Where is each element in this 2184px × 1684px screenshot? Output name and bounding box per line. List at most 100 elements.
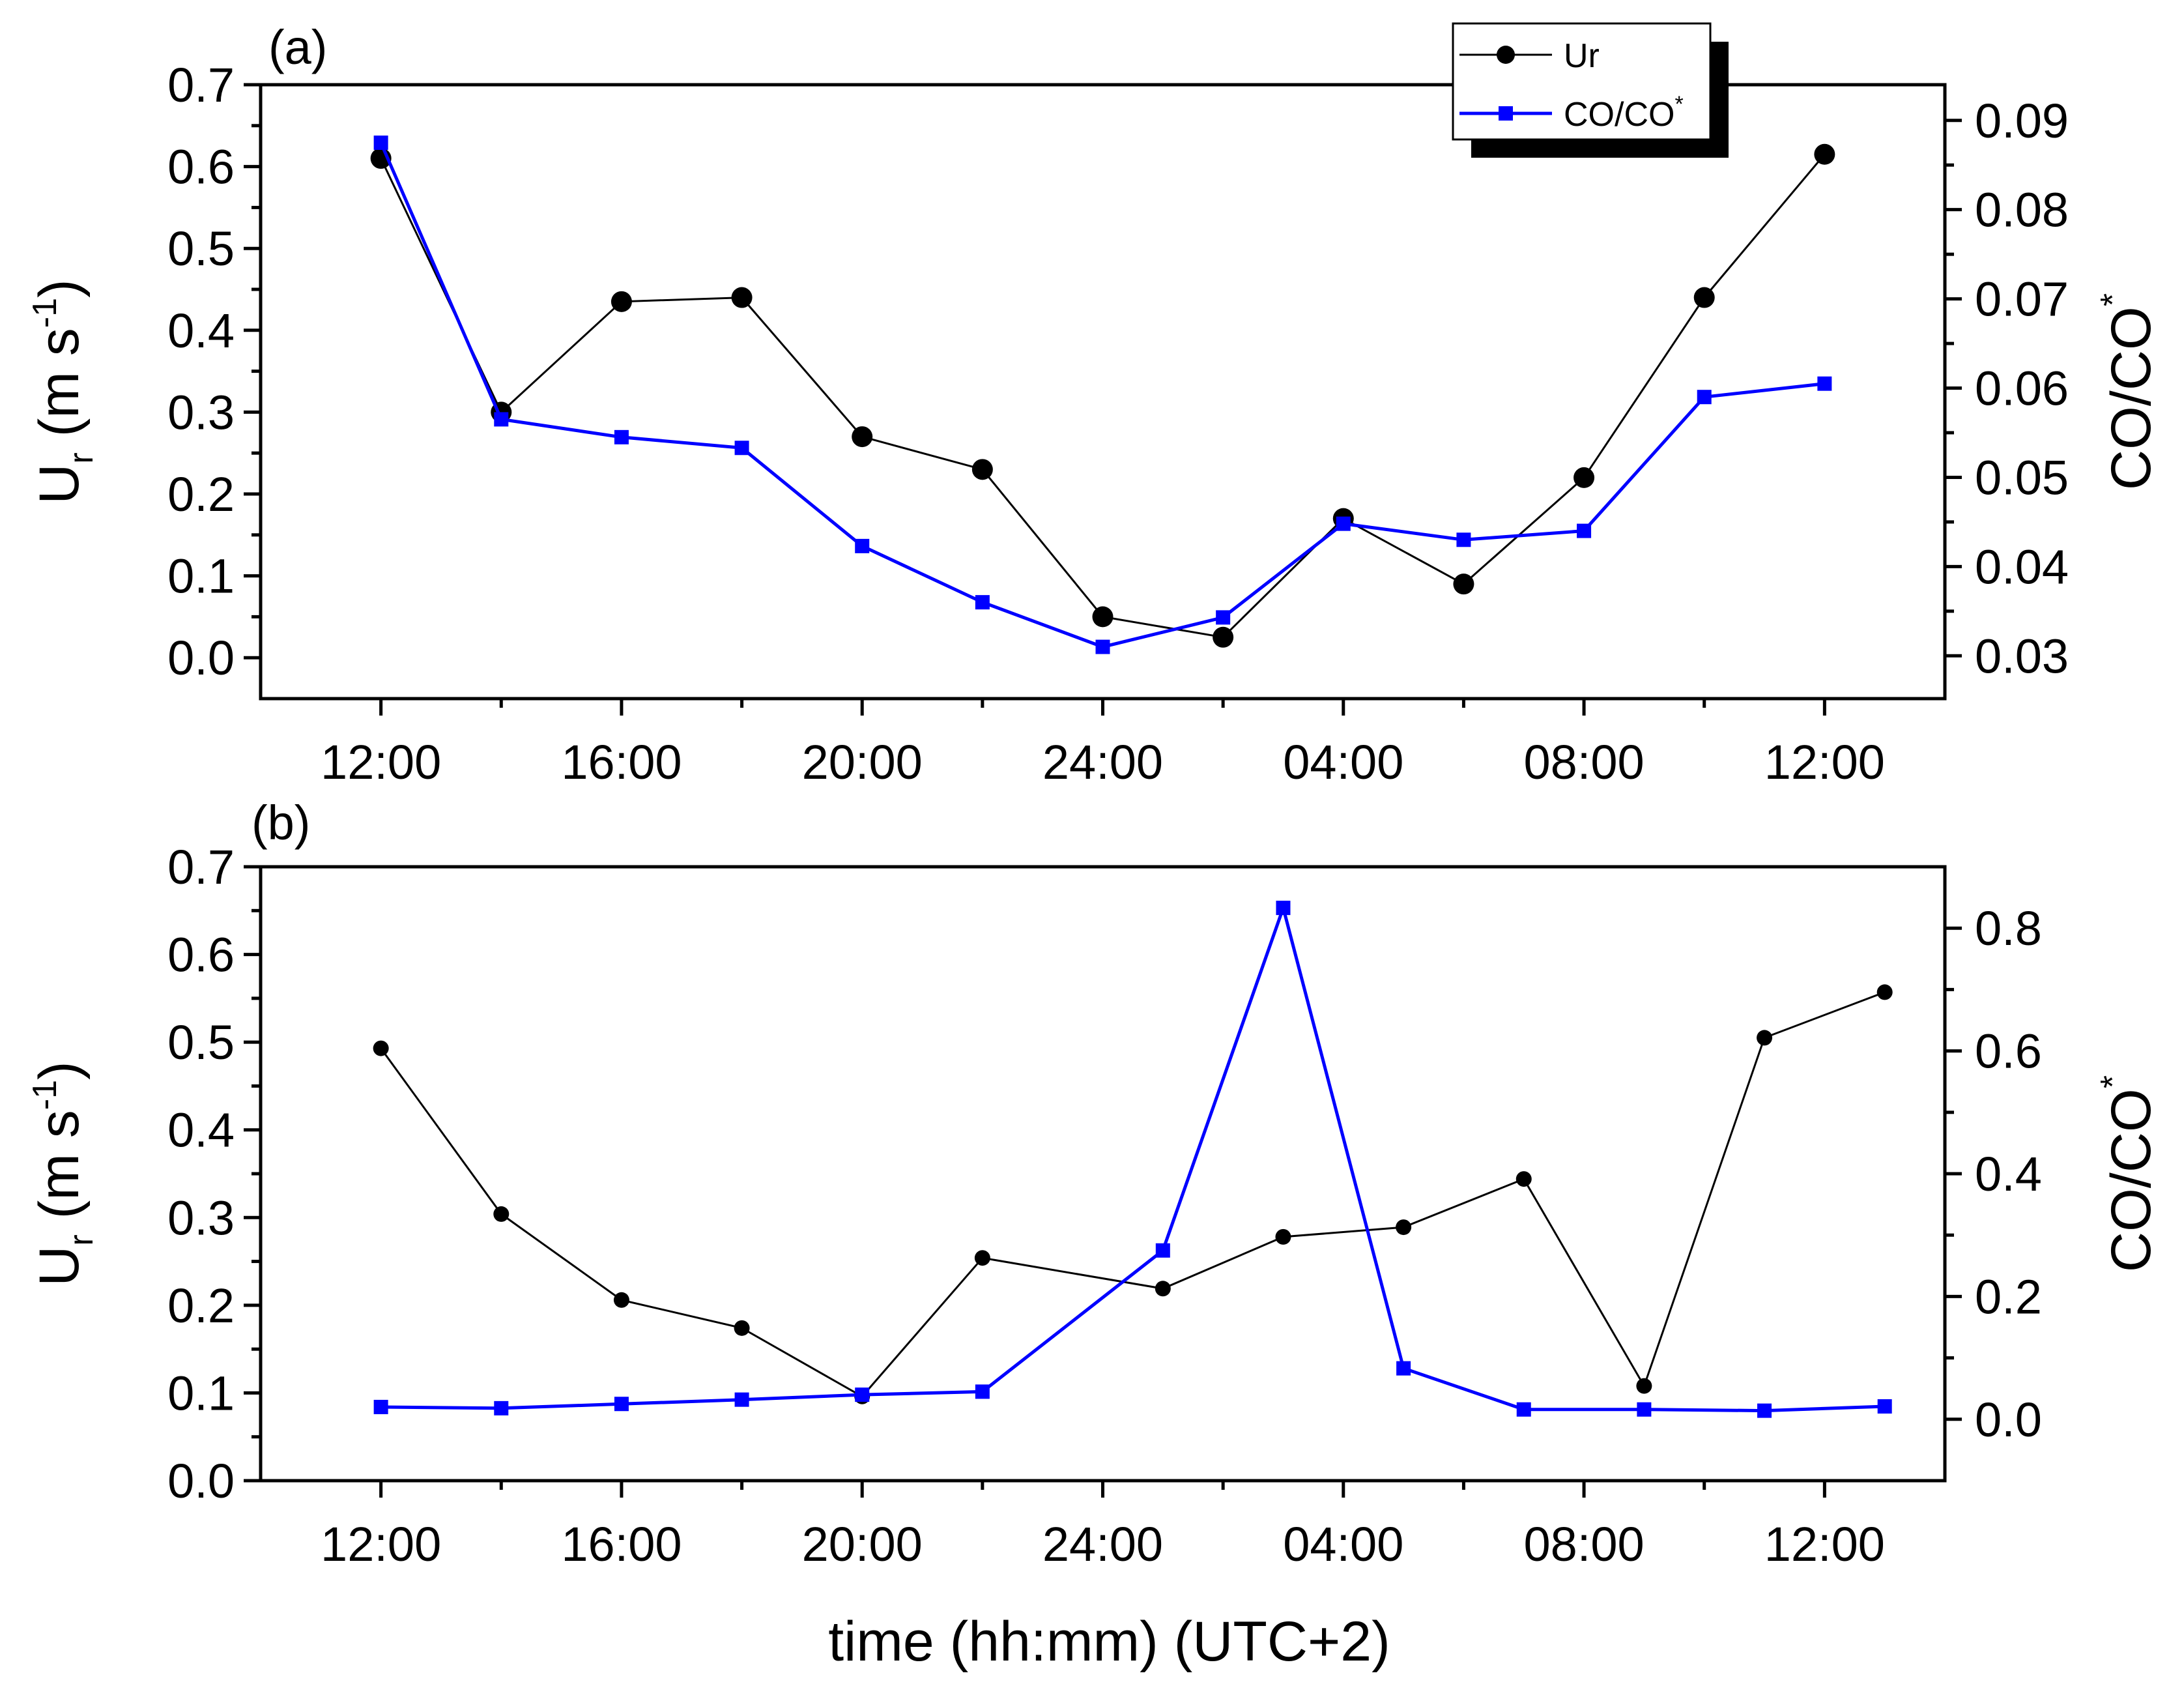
panel-a-x-tick-label: 08:00 [1523,735,1644,789]
panel-b-ur-point [1396,1219,1412,1236]
panel-a-right-axis-title: CO/CO* [2094,293,2162,490]
panel-b-ur-point [493,1206,510,1222]
panel-b-right-tick-label: 0.6 [1975,1024,2042,1079]
panel-a-ur-point [731,287,753,308]
panel-b-co-ratio-point [1637,1402,1652,1417]
panel-b-co-ratio-point [1516,1402,1531,1417]
panel-b-x-tick-label: 04:00 [1283,1517,1403,1571]
legend-marker-square [1499,106,1513,121]
panel-a-x-tick-label: 20:00 [802,735,923,789]
panel-b-co-ratio-point [494,1401,509,1415]
legend-label: CO/CO* [1564,92,1684,134]
panel-b-x-tick-label: 12:00 [321,1517,441,1571]
panel-b-co-ratio-point [373,1399,388,1414]
panel-a-series-line-ur [380,153,1826,639]
legend: Ur CO/CO* [1452,22,1729,158]
legend-box [1452,22,1712,141]
panel-a-x-tick-label: 04:00 [1283,735,1403,789]
panel-a-ur-point [1814,143,1835,165]
panel-b-co-ratio-point [1757,1403,1772,1418]
panel-a-co-ratio-point [1817,376,1832,391]
panel-a-x-tick-label: 24:00 [1042,735,1163,789]
panel-b-co-ratio-point [734,1392,749,1407]
panel-b-left-tick-label: 0.1 [167,1366,235,1420]
panel-a-ur-point [1573,467,1595,488]
panel-a: 12:00 16:00 20:00 24:00 04:00 08:00 12:00 0.0 0.… [26,20,2162,789]
legend-marker-circle [1497,46,1515,64]
panel-a-right-tick-label: 0.09 [1975,94,2069,148]
panel-b-left-axis-title: Ur (m s-1) [26,1061,100,1286]
panel-b-ur-point [974,1250,990,1266]
panel-a-right-tick-label: 0.05 [1975,450,2069,504]
panel-a-ur-point [1453,573,1474,595]
panel-a-left-tick-label: 0.3 [167,385,235,439]
panel-b-co-ratio-point [1155,1243,1170,1258]
panel-a-left-tick-label: 0.1 [167,549,235,603]
panel-b-right-axis-title: CO/CO* [2094,1075,2162,1272]
panel-a-co-ratio-point [1456,532,1471,547]
panel-a-left-tick-label: 0.4 [167,304,235,358]
panel-b-co-ratio-point [1877,1399,1892,1414]
panel-b-right-tick-label: 0.8 [1975,901,2042,955]
panel-b-left-tick-label: 0.0 [167,1454,235,1508]
x-axis-title: time (hh:mm) (UTC+2) [828,1610,1390,1673]
panel-b-x-tick-label: 20:00 [802,1517,923,1571]
panel-b-ur-point [734,1320,750,1336]
panel-b-ur-point [373,1040,389,1056]
panel-b-co-ratio-point [1276,901,1291,916]
panel-a-ur-point [1693,287,1715,308]
panel-b: 12:00 16:00 20:00 24:00 04:00 08:00 12:00 0.0 0.… [26,796,2162,1673]
panel-a-co-ratio-point [1095,639,1110,654]
panel-a-right-tick-label: 0.08 [1975,183,2069,237]
panel-a-left-axis-title: Ur (m s-1) [26,279,100,504]
panel-b-label: (b) [251,796,310,850]
panel-b-x-tick-label: 12:00 [1764,1517,1885,1571]
panel-a-co-ratio-point [975,595,990,610]
panel-a-co-ratio-point [855,538,870,553]
panel-a-right-tick-label: 0.03 [1975,629,2069,683]
panel-b-left-tick-label: 0.4 [167,1103,235,1157]
panel-b-ur-point [1516,1171,1532,1187]
panel-b-right-tick-label: 0.4 [1975,1147,2042,1201]
panel-a-label: (a) [268,20,327,74]
panel-b-left-tick-label: 0.5 [167,1015,235,1069]
panel-a-left-tick-label: 0.0 [167,631,235,685]
legend-label: Ur [1564,37,1600,75]
panel-a-co-ratio-point [1577,523,1592,538]
panel-b-series-line-co-ratio [381,902,1885,1413]
panel-a-series-line-co-ratio [379,142,1825,649]
panel-b-left-tick-label: 0.3 [167,1191,235,1245]
panel-a-ur-point [971,459,993,480]
panel-b-plot-frame [259,865,1947,1483]
panel-a-left-tick-label: 0.7 [167,58,235,112]
panel-b-co-ratio-point [975,1384,990,1399]
panel-b-x-tick-label: 16:00 [561,1517,682,1571]
panel-b-left-tick-label: 0.6 [167,928,235,982]
panel-a-left-tick-label: 0.2 [167,467,235,521]
panel-b-co-ratio-point [1396,1361,1411,1376]
panel-a-co-ratio-point [614,429,629,444]
panel-a-co-ratio-point [1336,516,1351,531]
panel-a-co-ratio-point [494,412,509,427]
panel-a-left-tick-label: 0.5 [167,222,235,276]
panel-a-co-ratio-point [1216,610,1231,625]
panel-b-co-ratio-point [855,1387,870,1402]
panel-a-right-tick-label: 0.06 [1975,362,2069,416]
panel-a-x-tick-label: 16:00 [561,735,682,789]
panel-b-ur-point [1155,1281,1171,1297]
panel-a-co-ratio-point [734,441,749,456]
panel-a-right-tick-label: 0.04 [1975,540,2069,594]
panel-a-left-tick-label: 0.6 [167,140,235,194]
panel-b-x-tick-label: 08:00 [1523,1517,1644,1571]
panel-a-x-tick-label: 12:00 [1764,735,1885,789]
panel-b-right-tick-label: 0.0 [1975,1393,2042,1447]
panel-b-series-line-ur [380,991,1886,1398]
panel-b-left-tick-label: 0.2 [167,1279,235,1333]
panel-b-right-tick-label: 0.2 [1975,1270,2042,1324]
panel-a-ur-point [611,291,632,312]
panel-b-ur-point [1636,1378,1652,1394]
panel-b-ur-point [1876,984,1893,1000]
panel-a-co-ratio-point [373,135,388,150]
panel-a-ur-point [852,426,873,448]
